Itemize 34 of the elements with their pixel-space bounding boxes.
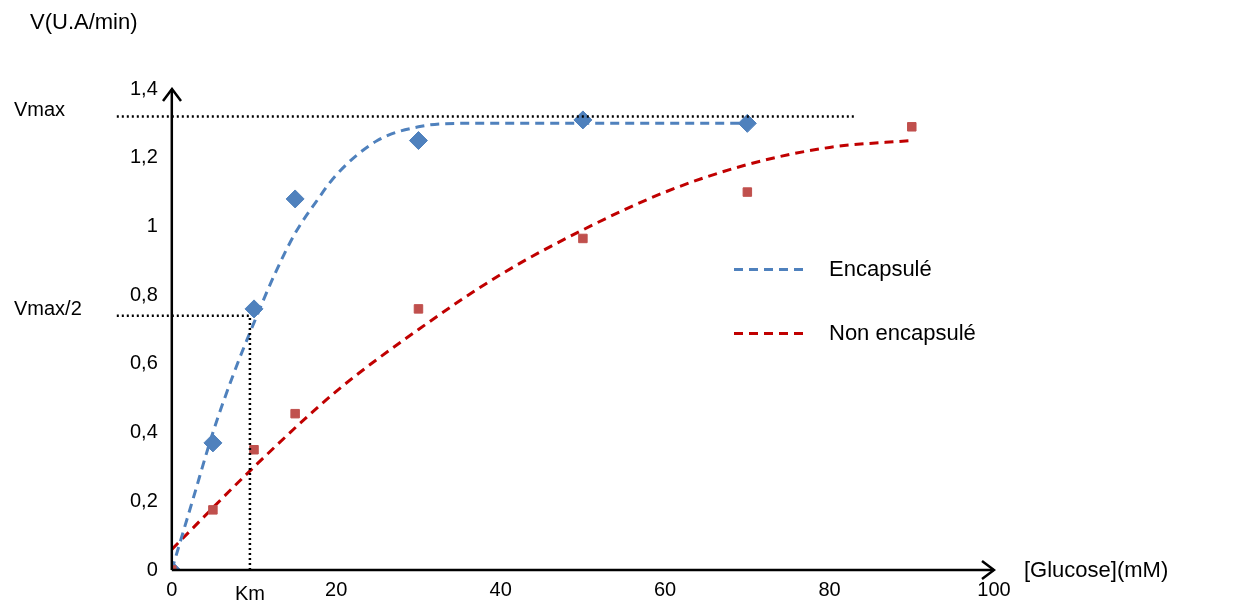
ref-line-label: Vmax xyxy=(14,98,66,120)
point xyxy=(249,445,259,455)
y-tick-label: 0,8 xyxy=(129,282,158,305)
y-tick-label: 0,4 xyxy=(129,420,158,443)
y-tick-label: 0,6 xyxy=(129,351,158,374)
point xyxy=(413,304,424,314)
point xyxy=(907,122,917,132)
point xyxy=(208,505,218,515)
x-tick-label: 0 xyxy=(166,577,178,600)
x-tick-label: 100 xyxy=(977,577,1011,600)
point xyxy=(737,113,757,133)
point xyxy=(290,408,300,419)
point xyxy=(742,187,753,197)
point xyxy=(244,299,264,319)
point xyxy=(573,110,593,130)
point xyxy=(203,433,223,453)
point xyxy=(285,189,305,209)
point xyxy=(408,131,428,151)
y-tick-label: 0 xyxy=(146,557,158,580)
legend-label: Non encapsulé xyxy=(829,319,976,345)
point xyxy=(578,233,588,244)
y-tick-label: 0,2 xyxy=(129,488,158,511)
x-tick-label: 80 xyxy=(818,577,841,600)
x-tick-label: 20 xyxy=(325,577,348,600)
x-tick-label: 60 xyxy=(654,577,677,600)
ref-line-label: Vmax/2 xyxy=(14,297,82,320)
y-axis-title: V(U.A/min) xyxy=(30,9,138,35)
y-tick-label: 1,2 xyxy=(129,145,158,168)
x-axis-title: [Glucose](mM) xyxy=(1024,557,1169,583)
x-tick-label: 40 xyxy=(489,577,512,600)
y-tick-label: 1,4 xyxy=(129,76,158,99)
ref-line-label: Km xyxy=(234,581,265,604)
legend-label: Encapsulé xyxy=(829,255,932,281)
y-tick-label: 1 xyxy=(146,213,158,236)
